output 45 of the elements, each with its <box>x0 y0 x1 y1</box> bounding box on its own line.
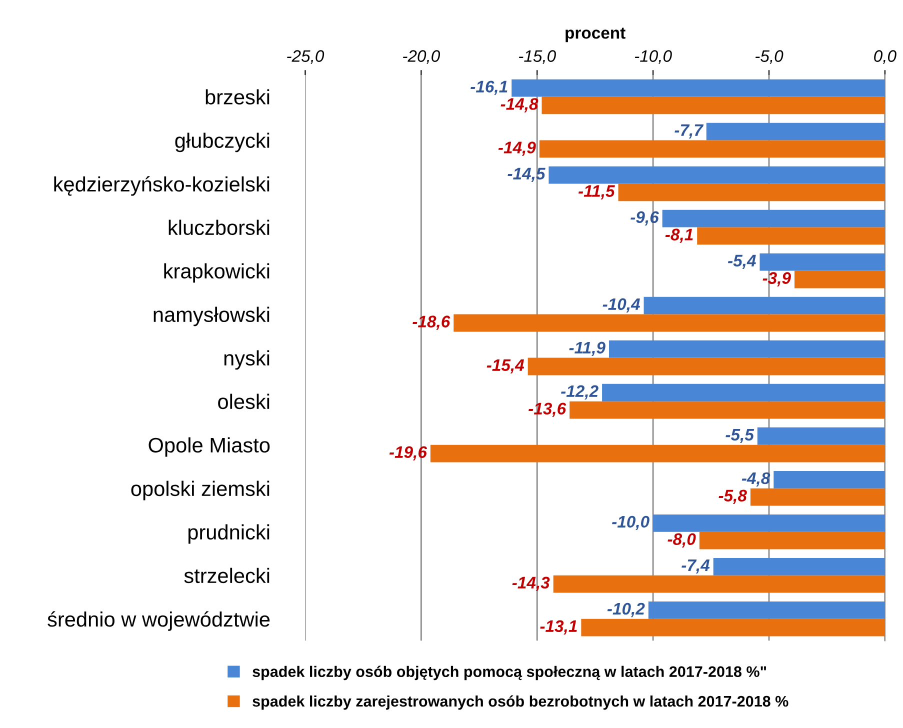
data-label: -11,9 <box>569 342 606 356</box>
y-tick-label: głubczycki <box>175 132 270 152</box>
y-tick-label: kluczborski <box>168 220 270 236</box>
data-label: -3,9 <box>762 272 791 286</box>
y-tick-label: brzeski <box>206 89 270 104</box>
y-tick-label: oleski <box>218 394 270 410</box>
data-label: -10,4 <box>602 298 640 312</box>
y-tick-label: Opole Miasto <box>148 437 270 457</box>
data-label: -8,0 <box>668 533 696 548</box>
data-label: -8,1 <box>665 228 693 243</box>
data-label: -5,4 <box>728 254 756 269</box>
data-label: -14,3 <box>512 576 550 591</box>
data-label: -5,5 <box>726 428 754 444</box>
x-tick-label: -10,0 <box>634 50 672 64</box>
data-label: -13,1 <box>540 620 577 634</box>
legend-label: spadek liczby osób objętych pomocą społeczną w latach 2017-2018 %" <box>252 666 766 680</box>
x-tick-label: -25,0 <box>287 50 324 64</box>
data-label: -14,8 <box>500 98 538 112</box>
y-tick-label: namysłowski <box>154 306 270 326</box>
data-label: -7,7 <box>674 124 704 138</box>
data-label: -13,6 <box>528 402 566 417</box>
data-label: -19,6 <box>389 446 428 460</box>
data-label: -15,4 <box>486 359 524 374</box>
data-label: -5,8 <box>718 490 747 504</box>
y-tick-label: kędzierzyńsko-kozielski <box>54 176 270 196</box>
y-tick-label: średnio w województwie <box>48 611 270 631</box>
legend-label: spadek liczby zarejestrowanych osób bezrobotnych w latach 2017-2018 % <box>252 695 788 710</box>
y-tick-label: strzelecki <box>184 568 270 584</box>
data-label: -11,5 <box>578 185 615 200</box>
x-tick-label: -5,0 <box>755 50 784 64</box>
x-tick-label: -15,0 <box>518 50 556 64</box>
data-label: -7,4 <box>682 560 710 574</box>
data-label: -14,9 <box>498 142 536 156</box>
data-label: -12,2 <box>561 385 598 400</box>
y-tick-label: opolski ziemski <box>131 480 270 500</box>
y-tick-label: nyski <box>224 350 270 370</box>
data-label: -18,6 <box>412 316 450 330</box>
data-label: -10,2 <box>607 602 645 618</box>
x-tick-label: -20,0 <box>403 50 440 64</box>
x-tick-label: 0,0 <box>874 50 896 64</box>
x-axis-title: procent <box>566 28 626 42</box>
data-label: -16,1 <box>470 80 508 95</box>
data-label: -10,0 <box>612 516 650 530</box>
y-tick-label: prudnicki <box>188 524 270 544</box>
y-tick-label: krapkowicki <box>164 263 270 283</box>
